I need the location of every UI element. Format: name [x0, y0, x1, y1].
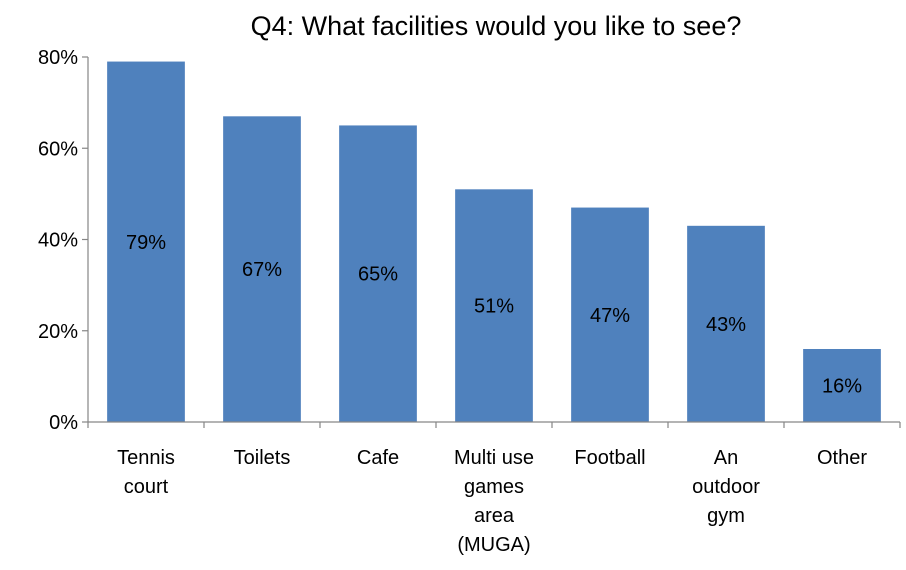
data-label: 16%	[822, 376, 862, 398]
data-label: 43%	[706, 314, 746, 336]
data-label: 47%	[590, 305, 630, 327]
category-label: Cafe	[357, 447, 399, 469]
x-axis: Tennis court Toilets Cafe Multi use games area…	[87, 421, 901, 556]
bars-group	[107, 61, 881, 423]
chart-title: Q4: What facilities would you like to se…	[251, 11, 742, 41]
data-label: 65%	[358, 264, 398, 286]
category-label: Multi use games area (MUGA)	[454, 447, 534, 556]
y-tick-label: 20%	[38, 321, 78, 343]
category-label: An outdoor gym	[692, 447, 760, 527]
bar	[339, 125, 417, 422]
y-tick-label: 80%	[38, 47, 78, 69]
bar	[455, 189, 533, 422]
y-tick-label: 60%	[38, 138, 78, 160]
category-label: Tennis court	[117, 447, 175, 498]
bar	[687, 225, 765, 422]
bar	[571, 207, 649, 422]
y-tick-label: 40%	[38, 230, 78, 252]
bar	[803, 349, 881, 422]
y-axis: 0% 20% 40% 60% 80%	[38, 47, 89, 434]
data-label: 79%	[126, 232, 166, 254]
data-label: 67%	[242, 259, 282, 281]
data-labels-group: 79% 67% 65% 51% 47% 43% 16%	[126, 232, 862, 398]
bar	[107, 61, 185, 423]
category-label: Toilets	[234, 447, 291, 469]
category-label: Football	[574, 447, 645, 469]
bar	[223, 116, 301, 422]
data-label: 51%	[474, 296, 514, 318]
category-label: Other	[817, 447, 867, 469]
y-tick-label: 0%	[49, 412, 78, 434]
